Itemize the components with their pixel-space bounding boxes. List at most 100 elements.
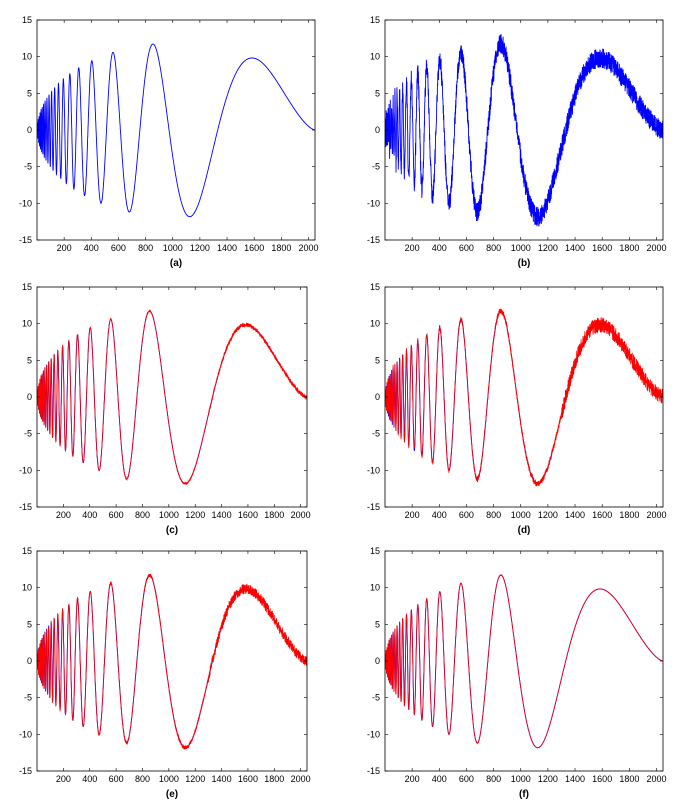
x-tick-label: 1600 <box>592 774 612 784</box>
x-tick-label: 1600 <box>238 774 258 784</box>
y-tick-label: 15 <box>22 15 32 25</box>
y-tick-label: 10 <box>22 52 32 62</box>
x-tick-label: 600 <box>459 774 474 784</box>
axes-frame <box>384 550 664 772</box>
y-tick-label: 5 <box>27 619 32 629</box>
x-tick-label: 1000 <box>511 774 531 784</box>
panel-5: 200 400 600 800 1000 1200 1400 1600 1800 2000 15 10… <box>19 546 311 800</box>
x-tick-label: 800 <box>138 243 153 253</box>
y-tick-label: -5 <box>24 162 32 172</box>
y-tick-label: 10 <box>22 583 32 593</box>
y-tick-label: -10 <box>367 198 380 208</box>
x-tick-label: 1200 <box>190 243 210 253</box>
x-tick-label: 1400 <box>217 243 237 253</box>
x-tick-label: 1400 <box>565 243 585 253</box>
y-tick-label: -15 <box>367 766 380 776</box>
y-tick-label: 15 <box>370 546 380 556</box>
series-red-line <box>385 308 663 487</box>
y-tick-label: 0 <box>27 656 32 666</box>
y-tick-label: -5 <box>372 693 380 703</box>
x-tick-label: 1600 <box>244 243 264 253</box>
x-tick-label: 800 <box>135 774 150 784</box>
x-tick-label: 600 <box>459 243 474 253</box>
series-blue-line <box>37 43 315 218</box>
x-tick-label: 2000 <box>291 510 311 520</box>
x-tick-label: 1800 <box>619 243 639 253</box>
x-tick-label: 600 <box>109 774 124 784</box>
y-tick-label: 10 <box>370 52 380 62</box>
x-tick-label: 1200 <box>538 243 558 253</box>
x-tick-label: 1800 <box>619 774 639 784</box>
y-tick-label: 10 <box>370 583 380 593</box>
x-tick-label: 2000 <box>646 510 666 520</box>
x-tick-label: 1800 <box>264 510 284 520</box>
y-tick-label: 5 <box>375 619 380 629</box>
y-tick-label: 10 <box>22 319 32 329</box>
y-tick-label: 0 <box>375 656 380 666</box>
x-tick-label: 200 <box>56 774 71 784</box>
y-tick-label: 15 <box>370 15 380 25</box>
y-tick-label: 5 <box>27 355 32 365</box>
x-tick-label: 2000 <box>291 774 311 784</box>
x-tick-label: 400 <box>82 774 97 784</box>
x-tick-label: 800 <box>486 243 501 253</box>
y-tick-label: -10 <box>19 198 32 208</box>
x-tick-label: 600 <box>109 510 124 520</box>
x-tick-label: 600 <box>459 510 474 520</box>
y-tick-label: -10 <box>19 729 32 739</box>
y-tick-label: -15 <box>19 502 32 512</box>
y-tick-label: 0 <box>375 125 380 135</box>
x-tick-label: 1800 <box>619 510 639 520</box>
x-tick-label: 200 <box>405 774 420 784</box>
x-tick-label: 600 <box>111 243 126 253</box>
y-tick-label: -10 <box>19 465 32 475</box>
y-tick-label: 5 <box>375 88 380 98</box>
x-tick-label: 400 <box>432 243 447 253</box>
y-tick-label: -5 <box>372 429 380 439</box>
x-tick-label: 2000 <box>646 774 666 784</box>
x-tick-label: 400 <box>82 510 97 520</box>
y-tick-label: 15 <box>370 282 380 292</box>
y-tick-label: 15 <box>22 546 32 556</box>
x-tick-label: 400 <box>432 774 447 784</box>
y-tick-label: 5 <box>375 355 380 365</box>
x-tick-label: 200 <box>405 510 420 520</box>
y-tick-label: -10 <box>367 465 380 475</box>
x-tick-label: 800 <box>135 510 150 520</box>
panel-caption: (a) <box>170 258 182 269</box>
y-tick-label: -10 <box>367 729 380 739</box>
series-red-line <box>37 309 307 486</box>
panel-1: 200 400 600 800 1000 1200 1400 1600 1800 2000 15 10… <box>19 15 319 269</box>
axes-frame <box>36 550 308 772</box>
y-tick-label: -15 <box>19 235 32 245</box>
panel-caption: (e) <box>166 789 178 800</box>
panel-6: 200 400 600 800 1000 1200 1400 1600 1800 2000 15 10… <box>367 546 667 800</box>
panel-caption: (c) <box>166 525 178 536</box>
x-tick-label: 2000 <box>646 243 666 253</box>
y-tick-label: -15 <box>367 235 380 245</box>
x-tick-label: 1600 <box>592 510 612 520</box>
x-tick-label: 1200 <box>185 774 205 784</box>
x-tick-label: 1200 <box>538 774 558 784</box>
x-tick-label: 1000 <box>163 243 183 253</box>
axes-frame <box>36 19 316 241</box>
y-tick-label: -5 <box>24 429 32 439</box>
series-red-line <box>385 574 663 749</box>
x-tick-label: 1800 <box>264 774 284 784</box>
x-tick-label: 200 <box>56 510 71 520</box>
x-tick-label: 800 <box>486 774 501 784</box>
series-red-line <box>37 573 307 750</box>
x-tick-label: 1000 <box>511 510 531 520</box>
x-tick-label: 2000 <box>298 243 318 253</box>
series-blue-line <box>385 34 663 227</box>
panel-caption: (d) <box>518 525 531 536</box>
y-tick-label: 15 <box>22 282 32 292</box>
x-tick-label: 1000 <box>159 774 179 784</box>
y-tick-label: -15 <box>367 502 380 512</box>
x-tick-label: 1400 <box>565 774 585 784</box>
y-tick-label: 0 <box>27 392 32 402</box>
y-tick-label: 5 <box>27 88 32 98</box>
panel-4: 200 400 600 800 1000 1200 1400 1600 1800 2000 15 10… <box>367 282 667 536</box>
x-tick-label: 800 <box>486 510 501 520</box>
